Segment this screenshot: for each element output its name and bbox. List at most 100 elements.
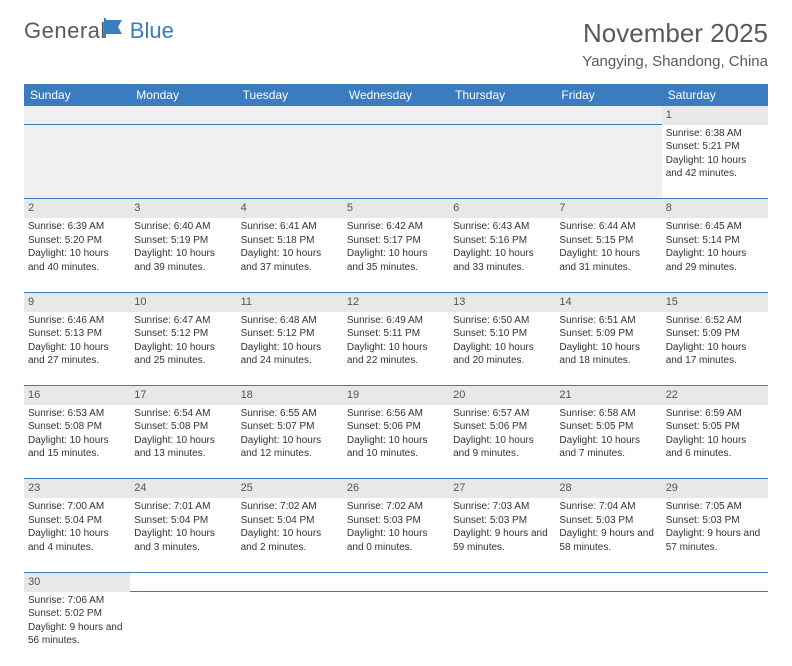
day-detail-cell: Sunrise: 6:53 AMSunset: 5:08 PMDaylight:… xyxy=(24,405,130,479)
day-number-cell: 2 xyxy=(24,199,130,218)
day-number-row: 16171819202122 xyxy=(24,386,768,405)
day-detail-cell: Sunrise: 6:38 AMSunset: 5:21 PMDaylight:… xyxy=(662,125,768,199)
day-detail-cell: Sunrise: 6:58 AMSunset: 5:05 PMDaylight:… xyxy=(555,405,661,479)
day-detail-cell: Sunrise: 6:48 AMSunset: 5:12 PMDaylight:… xyxy=(237,312,343,386)
day-number-cell: 28 xyxy=(555,479,661,498)
day-number-cell xyxy=(555,572,661,591)
day-detail-cell xyxy=(237,125,343,199)
day-detail-cell: Sunrise: 7:06 AMSunset: 5:02 PMDaylight:… xyxy=(24,592,130,666)
day-detail-cell xyxy=(24,125,130,199)
day-detail-cell xyxy=(130,125,236,199)
day-number-cell: 27 xyxy=(449,479,555,498)
day-detail-cell xyxy=(449,125,555,199)
day-number-cell: 3 xyxy=(130,199,236,218)
day-detail-cell: Sunrise: 7:03 AMSunset: 5:03 PMDaylight:… xyxy=(449,498,555,572)
weekday-header: Friday xyxy=(555,84,661,106)
weekday-header: Wednesday xyxy=(343,84,449,106)
day-number-cell: 19 xyxy=(343,386,449,405)
day-detail-cell xyxy=(555,125,661,199)
day-number-cell: 16 xyxy=(24,386,130,405)
day-detail-cell: Sunrise: 6:44 AMSunset: 5:15 PMDaylight:… xyxy=(555,218,661,292)
day-detail-row: Sunrise: 7:00 AMSunset: 5:04 PMDaylight:… xyxy=(24,498,768,572)
header: General Blue November 2025 Yangying, Sha… xyxy=(24,18,768,70)
weekday-header: Saturday xyxy=(662,84,768,106)
calendar-table: SundayMondayTuesdayWednesdayThursdayFrid… xyxy=(24,84,768,666)
day-detail-cell: Sunrise: 6:41 AMSunset: 5:18 PMDaylight:… xyxy=(237,218,343,292)
day-detail-cell: Sunrise: 6:39 AMSunset: 5:20 PMDaylight:… xyxy=(24,218,130,292)
day-number-cell: 15 xyxy=(662,292,768,311)
page-title: November 2025 xyxy=(582,18,768,49)
day-detail-cell: Sunrise: 6:45 AMSunset: 5:14 PMDaylight:… xyxy=(662,218,768,292)
day-number-cell: 24 xyxy=(130,479,236,498)
weekday-header: Thursday xyxy=(449,84,555,106)
day-detail-cell xyxy=(237,592,343,666)
day-number-cell: 25 xyxy=(237,479,343,498)
logo: General Blue xyxy=(24,18,174,44)
day-detail-row: Sunrise: 6:39 AMSunset: 5:20 PMDaylight:… xyxy=(24,218,768,292)
day-number-cell: 10 xyxy=(130,292,236,311)
day-number-cell xyxy=(237,106,343,125)
weekday-header: Tuesday xyxy=(237,84,343,106)
logo-text-blue: Blue xyxy=(130,18,174,44)
location-subtitle: Yangying, Shandong, China xyxy=(582,53,768,70)
day-detail-cell: Sunrise: 7:04 AMSunset: 5:03 PMDaylight:… xyxy=(555,498,661,572)
day-detail-cell: Sunrise: 6:46 AMSunset: 5:13 PMDaylight:… xyxy=(24,312,130,386)
day-number-cell: 1 xyxy=(662,106,768,125)
weekday-header: Sunday xyxy=(24,84,130,106)
day-number-cell xyxy=(662,572,768,591)
day-detail-cell: Sunrise: 6:56 AMSunset: 5:06 PMDaylight:… xyxy=(343,405,449,479)
day-detail-cell xyxy=(555,592,661,666)
logo-text-general: General xyxy=(24,18,106,44)
day-number-cell: 21 xyxy=(555,386,661,405)
day-detail-cell: Sunrise: 6:55 AMSunset: 5:07 PMDaylight:… xyxy=(237,405,343,479)
day-detail-cell: Sunrise: 7:02 AMSunset: 5:04 PMDaylight:… xyxy=(237,498,343,572)
day-detail-cell: Sunrise: 6:54 AMSunset: 5:08 PMDaylight:… xyxy=(130,405,236,479)
day-detail-cell xyxy=(130,592,236,666)
day-detail-row: Sunrise: 6:38 AMSunset: 5:21 PMDaylight:… xyxy=(24,125,768,199)
day-number-cell: 30 xyxy=(24,572,130,591)
flag-icon xyxy=(104,18,130,38)
day-number-cell: 29 xyxy=(662,479,768,498)
day-detail-cell xyxy=(343,592,449,666)
day-detail-row: Sunrise: 7:06 AMSunset: 5:02 PMDaylight:… xyxy=(24,592,768,666)
day-detail-cell: Sunrise: 6:47 AMSunset: 5:12 PMDaylight:… xyxy=(130,312,236,386)
day-detail-cell: Sunrise: 6:59 AMSunset: 5:05 PMDaylight:… xyxy=(662,405,768,479)
day-detail-cell: Sunrise: 7:02 AMSunset: 5:03 PMDaylight:… xyxy=(343,498,449,572)
day-detail-cell: Sunrise: 6:51 AMSunset: 5:09 PMDaylight:… xyxy=(555,312,661,386)
day-detail-cell: Sunrise: 7:05 AMSunset: 5:03 PMDaylight:… xyxy=(662,498,768,572)
day-number-cell xyxy=(343,106,449,125)
day-number-cell xyxy=(130,572,236,591)
day-number-row: 30 xyxy=(24,572,768,591)
day-detail-row: Sunrise: 6:46 AMSunset: 5:13 PMDaylight:… xyxy=(24,312,768,386)
day-number-row: 23242526272829 xyxy=(24,479,768,498)
day-number-cell: 11 xyxy=(237,292,343,311)
day-number-cell: 23 xyxy=(24,479,130,498)
day-number-cell: 17 xyxy=(130,386,236,405)
day-number-row: 9101112131415 xyxy=(24,292,768,311)
day-number-row: 2345678 xyxy=(24,199,768,218)
day-number-cell xyxy=(130,106,236,125)
weekday-header-row: SundayMondayTuesdayWednesdayThursdayFrid… xyxy=(24,84,768,106)
day-detail-cell: Sunrise: 6:49 AMSunset: 5:11 PMDaylight:… xyxy=(343,312,449,386)
day-number-cell: 18 xyxy=(237,386,343,405)
day-detail-row: Sunrise: 6:53 AMSunset: 5:08 PMDaylight:… xyxy=(24,405,768,479)
day-number-cell: 6 xyxy=(449,199,555,218)
day-number-cell: 5 xyxy=(343,199,449,218)
day-number-row: 1 xyxy=(24,106,768,125)
day-detail-cell: Sunrise: 7:00 AMSunset: 5:04 PMDaylight:… xyxy=(24,498,130,572)
day-number-cell xyxy=(449,572,555,591)
day-detail-cell xyxy=(662,592,768,666)
day-number-cell: 7 xyxy=(555,199,661,218)
day-detail-cell xyxy=(449,592,555,666)
weekday-header: Monday xyxy=(130,84,236,106)
day-number-cell: 13 xyxy=(449,292,555,311)
day-number-cell xyxy=(237,572,343,591)
day-detail-cell: Sunrise: 6:40 AMSunset: 5:19 PMDaylight:… xyxy=(130,218,236,292)
day-detail-cell: Sunrise: 6:50 AMSunset: 5:10 PMDaylight:… xyxy=(449,312,555,386)
day-detail-cell: Sunrise: 7:01 AMSunset: 5:04 PMDaylight:… xyxy=(130,498,236,572)
title-block: November 2025 Yangying, Shandong, China xyxy=(582,18,768,70)
day-detail-cell xyxy=(343,125,449,199)
day-detail-cell: Sunrise: 6:57 AMSunset: 5:06 PMDaylight:… xyxy=(449,405,555,479)
day-number-cell: 20 xyxy=(449,386,555,405)
day-number-cell: 14 xyxy=(555,292,661,311)
